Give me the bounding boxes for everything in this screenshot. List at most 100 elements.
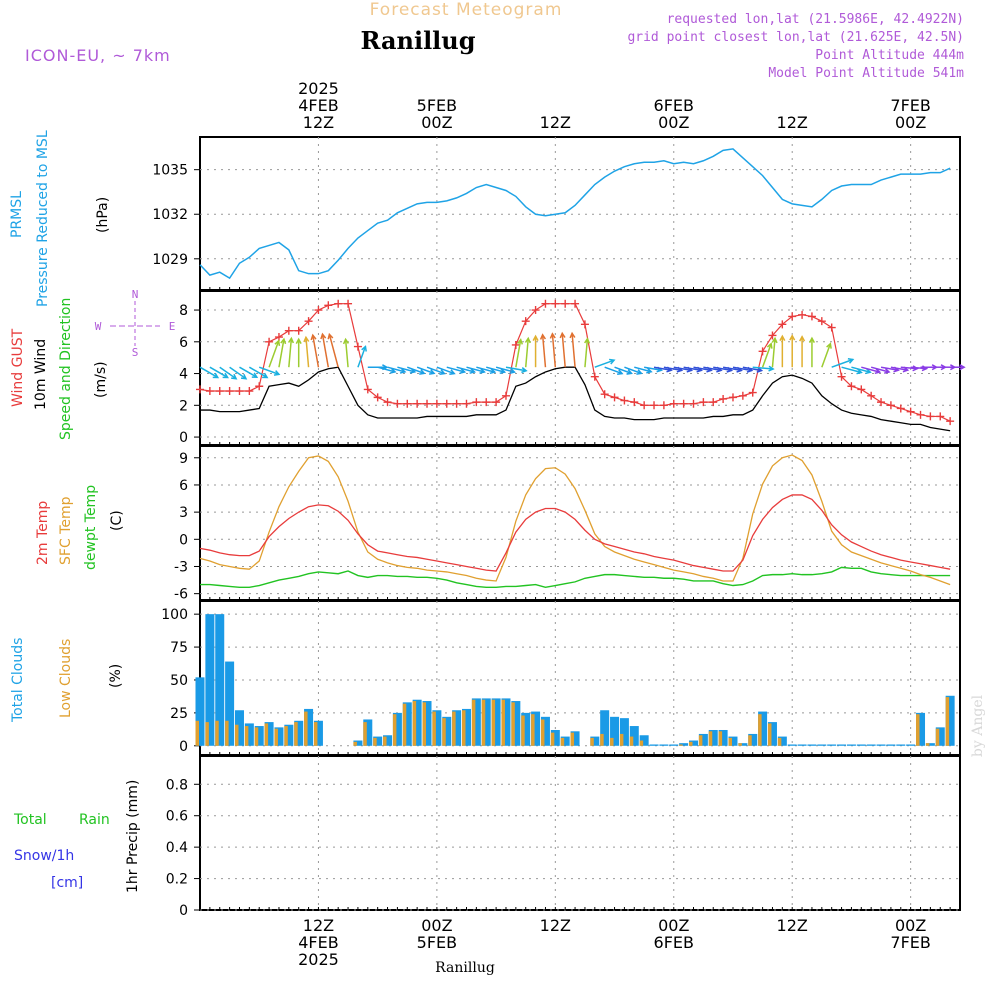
low-cloud-bar	[313, 722, 318, 746]
total-cloud-bar	[748, 733, 758, 746]
total-cloud-bar	[817, 744, 827, 746]
arrow-head	[766, 342, 773, 349]
low-cloud-bar	[550, 732, 555, 746]
low-cloud-bar	[442, 718, 446, 746]
low-cloud-bar	[501, 699, 505, 746]
wind-direction-arrow	[416, 366, 436, 375]
wind-gust-marker	[877, 398, 886, 407]
arrow-head	[327, 332, 334, 340]
wind-gust-marker	[393, 399, 402, 408]
wind-speed-dir-label: Speed and Direction	[58, 298, 74, 440]
wind-direction-arrow	[377, 366, 397, 374]
wind-direction-arrow	[320, 332, 330, 368]
low-cloud-bar	[689, 741, 693, 746]
wind-direction-arrow	[436, 366, 456, 376]
arrow-shaft	[831, 358, 854, 368]
wind-gust-marker	[946, 417, 955, 426]
panel-frame	[199, 136, 961, 291]
y-tick-label: 1035	[152, 163, 188, 179]
wind-gust-marker	[817, 317, 826, 326]
wind-direction-arrow	[486, 366, 507, 375]
wind-direction-arrow	[841, 366, 863, 375]
low-cloud-bar	[294, 722, 298, 746]
total-cloud-bar	[560, 736, 570, 746]
total-cloud-bar	[758, 711, 768, 746]
total-cloud-bar	[570, 731, 580, 746]
cloud-panel-labels: Total Clouds Low Clouds (%)	[10, 638, 124, 723]
arrow-head	[549, 332, 556, 339]
prmsl-long-label: Pressure Reduced to MSL	[35, 130, 51, 307]
total-cloud-bar	[412, 699, 422, 746]
arrow-shaft	[571, 333, 576, 368]
arrow-head	[310, 333, 317, 341]
total-cloud-bar	[461, 708, 471, 746]
wind-gust-label: Wind GUST	[10, 328, 26, 407]
wind-gust-marker	[294, 326, 303, 335]
total-cloud-bar	[264, 722, 274, 746]
footer-location: Ranillug	[435, 960, 495, 976]
y-tick-label: 75	[170, 640, 188, 656]
wind-direction-arrow	[407, 366, 426, 375]
wind-direction-arrow	[771, 336, 778, 368]
wind-gust-marker	[788, 312, 797, 321]
arrow-shaft	[328, 334, 339, 368]
arrow-shaft	[258, 366, 280, 376]
y-tick-label: 0.8	[166, 777, 188, 793]
time-axis-label: 00Z	[658, 916, 689, 935]
arrow-shaft	[305, 337, 310, 368]
arrow-shaft	[248, 366, 268, 379]
total-cloud-bar	[540, 716, 550, 746]
time-axis-label: 2025	[298, 79, 339, 98]
total-cloud-bar	[787, 744, 797, 746]
total-cloud-bar	[501, 698, 511, 746]
wind-gust-marker	[561, 299, 570, 308]
arrow-head	[646, 367, 653, 374]
total-cloud-bar	[698, 733, 708, 746]
wind-direction-arrow	[789, 334, 796, 368]
total-cloud-bar	[619, 718, 629, 746]
time-axis-label: 7FEB	[890, 96, 930, 115]
wind-gust-marker	[442, 399, 451, 408]
wind-direction-arrow	[476, 366, 497, 375]
wind-gust-marker	[936, 412, 945, 421]
total-cloud-bar	[590, 736, 600, 746]
wind-direction-arrow	[258, 366, 281, 376]
wind-direction-arrow	[248, 366, 269, 379]
wind-gust-marker	[669, 399, 678, 408]
wind-direction-arrow	[861, 366, 882, 375]
wind-direction-arrow	[950, 364, 966, 371]
total-cloud-bar	[392, 712, 402, 746]
arrow-shaft	[456, 366, 475, 373]
total-cloud-bar	[274, 727, 284, 746]
arrow-head	[295, 337, 302, 344]
panel-frame	[199, 755, 961, 911]
time-axis-label: 12Z	[777, 916, 808, 935]
low-cloud-bar	[698, 735, 703, 746]
requested-coords: requested lon,lat (21.5986E, 42.4922N)	[667, 12, 964, 27]
total-cloud-bar	[945, 695, 955, 746]
arrow-shaft	[321, 334, 330, 368]
pressure-line	[199, 148, 951, 280]
wind-gust-marker	[689, 399, 698, 408]
wind-gust-marker	[334, 299, 343, 308]
wind-direction-arrow	[357, 345, 367, 368]
arrow-shaft	[436, 366, 455, 375]
wind-gust-marker	[679, 399, 688, 408]
low-cloud-bar	[383, 736, 387, 746]
wind-gust-marker	[383, 398, 392, 407]
arrow-head	[469, 368, 477, 374]
time-axis-label: 12Z	[540, 916, 571, 935]
wind-direction-arrow	[456, 366, 477, 374]
low-cloud-bar	[600, 733, 604, 746]
low-cloud-bar	[945, 697, 950, 746]
arrow-shaft	[476, 366, 495, 373]
total-cloud-bar	[896, 744, 906, 746]
y-tick-label: 3	[179, 505, 188, 521]
arrow-head	[521, 367, 528, 374]
low-cloud-bar	[471, 699, 476, 746]
meteogram-subtitle: Forecast Meteogram	[370, 0, 563, 20]
y-tick-label: 0	[179, 532, 188, 548]
arrow-head	[212, 372, 220, 379]
arrow-shaft	[407, 366, 425, 375]
total-cloud-bar	[383, 735, 393, 746]
